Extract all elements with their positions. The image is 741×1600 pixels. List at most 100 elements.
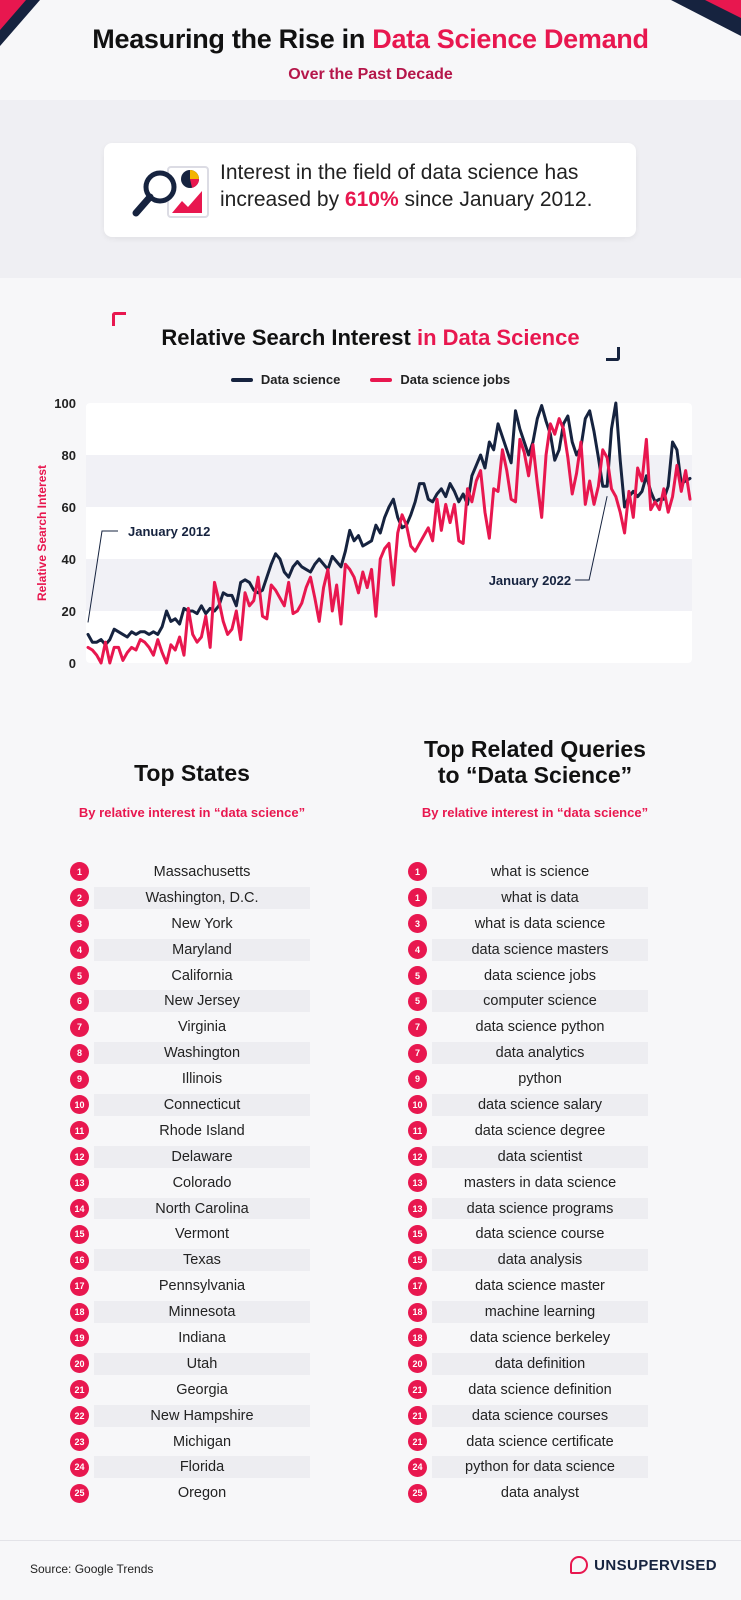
query-rank-badge: 7 (408, 1043, 427, 1063)
state-rank-badge: 19 (70, 1328, 89, 1348)
annotation-leader-jan-2022 (575, 496, 608, 581)
query-row: 7 data analytics (408, 1040, 648, 1066)
query-row: 21 data science certificate (408, 1429, 648, 1455)
query-name: data science programs (432, 1197, 648, 1220)
footer-source: Source: Google Trends (30, 1562, 154, 1576)
query-row: 7 data science python (408, 1014, 648, 1040)
query-name: data science certificate (466, 1433, 614, 1450)
state-name: California (171, 967, 233, 984)
state-row: 10 Connecticut (70, 1092, 310, 1118)
y-tick-label: 60 (62, 500, 76, 515)
query-row: 15 data science course (408, 1221, 648, 1247)
grid-band (86, 559, 692, 611)
state-name: Indiana (178, 1329, 226, 1346)
query-rank-badge: 1 (408, 888, 427, 908)
state-rank-badge: 8 (70, 1043, 89, 1063)
state-row: 19 Indiana (70, 1325, 310, 1351)
states-title: Top States (134, 760, 250, 786)
query-rank-badge: 4 (408, 940, 427, 960)
state-rank-badge: 10 (70, 1095, 89, 1115)
stat-text-before: Interest in the field of data science ha… (220, 161, 579, 211)
state-row: 16 Texas (70, 1247, 310, 1273)
chart-title: Relative Search Interest in Data Science (0, 325, 741, 351)
query-name: data science definition (468, 1381, 612, 1398)
queries-title-line2: to “Data Science” (437, 762, 633, 788)
state-name: Delaware (94, 1145, 310, 1168)
state-row: 24 Florida (70, 1454, 310, 1480)
state-row: 2 Washington, D.C. (70, 885, 310, 911)
query-name: data science degree (474, 1122, 606, 1139)
state-name: New York (171, 915, 233, 932)
state-rank-badge: 12 (70, 1147, 89, 1167)
query-rank-badge: 1 (408, 862, 427, 882)
query-name: data science python (475, 1019, 605, 1036)
state-rank-badge: 23 (70, 1432, 89, 1452)
magnifier-chart-icon (132, 166, 209, 218)
chart-legend: Data science Data science jobs (0, 372, 741, 387)
query-row: 9 python (408, 1066, 648, 1092)
query-rank-badge: 10 (408, 1095, 427, 1115)
state-rank-badge: 4 (70, 940, 89, 960)
query-row: 5 data science jobs (408, 963, 648, 989)
query-rank-badge: 20 (408, 1354, 427, 1374)
corner-accent-right (705, 0, 741, 18)
query-row: 1 what is data (408, 885, 648, 911)
state-row: 23 Michigan (70, 1429, 310, 1455)
query-name: what is science (490, 863, 590, 880)
query-name: data science berkeley (469, 1329, 611, 1346)
state-name: Michigan (172, 1433, 232, 1450)
title-main: Measuring the Rise in (92, 24, 373, 54)
state-rank-badge: 25 (70, 1483, 89, 1503)
query-name: data science courses (432, 1404, 648, 1427)
state-rank-badge: 20 (70, 1354, 89, 1374)
query-name: machine learning (432, 1301, 648, 1324)
state-row: 25 Oregon (70, 1480, 310, 1506)
chart-title-accent: in Data Science (416, 325, 580, 350)
query-row: 10 data science salary (408, 1092, 648, 1118)
states-subtitle: By relative interest in “data science” (78, 805, 306, 820)
queries-title: Top Related Queries to “Data Science” (380, 736, 690, 788)
state-row: 11 Rhode Island (70, 1118, 310, 1144)
state-name: New Jersey (94, 990, 310, 1013)
state-name: Virginia (177, 1019, 227, 1036)
state-row: 17 Pennsylvania (70, 1273, 310, 1299)
state-name: Washington (94, 1042, 310, 1065)
query-row: 15 data analysis (408, 1247, 648, 1273)
state-rank-badge: 21 (70, 1380, 89, 1400)
legend-item-data-science: Data science (230, 372, 340, 387)
query-row: 3 what is data science (408, 911, 648, 937)
query-row: 12 data scientist (408, 1144, 648, 1170)
state-name: New Hampshire (94, 1404, 310, 1427)
state-row: 8 Washington (70, 1040, 310, 1066)
state-name: Oregon (177, 1485, 227, 1502)
query-row: 18 data science berkeley (408, 1325, 648, 1351)
query-row: 5 computer science (408, 988, 648, 1014)
legend-swatch-data-science (230, 377, 253, 382)
query-rank-badge: 13 (408, 1173, 427, 1193)
state-row: 12 Delaware (70, 1144, 310, 1170)
query-row: 13 masters in data science (408, 1170, 648, 1196)
state-rank-badge: 6 (70, 991, 89, 1011)
state-rank-badge: 5 (70, 966, 89, 985)
query-rank-badge: 15 (408, 1224, 427, 1244)
query-rank-badge: 17 (408, 1276, 427, 1296)
state-rank-badge: 24 (70, 1457, 89, 1477)
query-row: 1 what is science (408, 859, 648, 885)
query-row: 21 data science definition (408, 1377, 648, 1403)
queries-list: 1 what is science 1 what is data 3 what is da… (408, 859, 648, 1506)
state-name: Georgia (176, 1381, 228, 1398)
state-row: 14 North Carolina (70, 1196, 310, 1222)
state-row: 1 Massachusetts (70, 859, 310, 885)
query-rank-badge: 9 (408, 1069, 427, 1089)
state-name: Washington, D.C. (94, 886, 310, 909)
state-rank-badge: 3 (70, 914, 89, 934)
query-row: 20 data definition (408, 1351, 648, 1377)
state-rank-badge: 11 (70, 1121, 89, 1141)
title-bracket-left (112, 312, 126, 326)
query-name: data science salary (432, 1094, 648, 1116)
legend-item-data-science-jobs: Data science jobs (370, 372, 510, 387)
annotation-jan-2012: January 2012 (128, 524, 210, 539)
query-name: data analyst (500, 1485, 580, 1502)
y-tick-label: 100 (54, 396, 76, 411)
query-row: 25 data analyst (408, 1480, 648, 1506)
